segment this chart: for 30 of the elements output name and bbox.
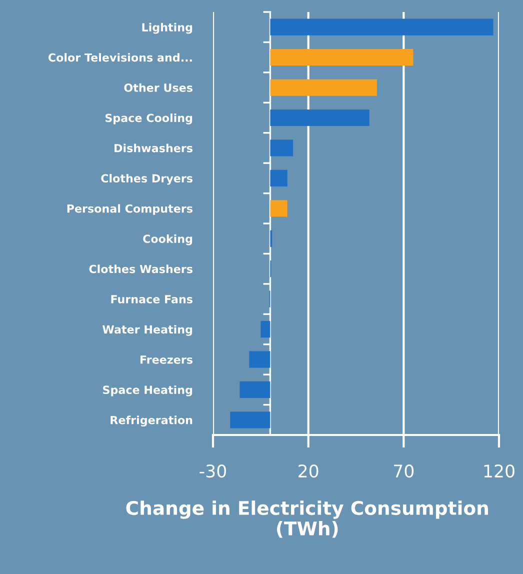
bar [270, 109, 370, 126]
x-tick-label: 20 [298, 464, 318, 478]
x-tick-label: -30 [200, 464, 226, 478]
x-axis-title: Change in Electricity Consumption (TWh) [126, 500, 488, 538]
bar [270, 170, 288, 186]
y-tick-label: Color Televisions and... [48, 53, 192, 62]
y-tick-label: Freezers [140, 356, 192, 364]
bar [270, 18, 494, 36]
bar [249, 351, 270, 368]
bar [270, 200, 288, 217]
y-tick-label: Clothes Washers [89, 264, 192, 274]
bar [230, 412, 270, 428]
y-tick-label: Water Heating [102, 325, 192, 336]
y-tick-label: Refrigeration [110, 416, 192, 427]
y-tick-label: Lighting [142, 22, 192, 34]
y-tick-label: Other Uses [124, 83, 192, 92]
bar [270, 140, 294, 156]
bar [270, 79, 377, 96]
y-tick-label: Space Heating [103, 385, 192, 396]
bar [240, 381, 270, 398]
x-tick-label: 70 [394, 464, 414, 478]
x-tick-label: 120 [484, 464, 514, 478]
y-tick-label: Cooking [143, 234, 192, 246]
y-tick-label: Furnace Fans [111, 295, 192, 304]
y-tick-label: Space Cooling [105, 114, 192, 124]
y-tick-label: Personal Computers [67, 204, 192, 215]
bar [260, 320, 270, 338]
bar [270, 49, 414, 66]
y-tick-label: Dishwashers [114, 144, 192, 152]
y-tick-label: Clothes Dryers [101, 174, 192, 185]
